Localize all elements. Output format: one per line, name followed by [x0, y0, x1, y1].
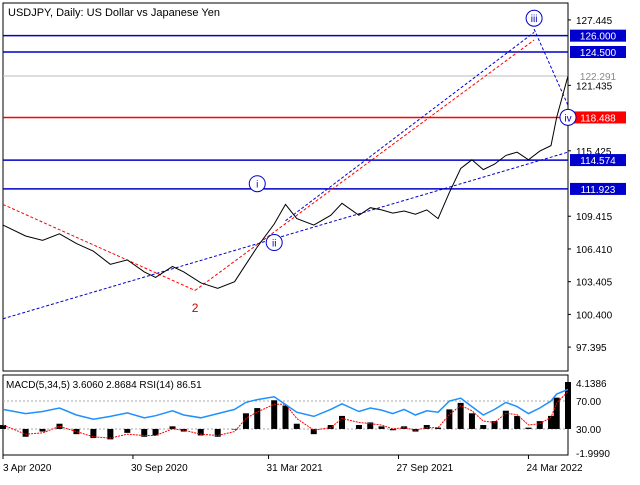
- trend-lines: [2, 28, 569, 320]
- macd-bar: [446, 409, 453, 429]
- macd-bar: [468, 413, 475, 429]
- macd-bar: [502, 410, 509, 429]
- macd-bar: [435, 427, 442, 429]
- macd-bar: [367, 422, 374, 429]
- x-axis-ticks: 3 Apr 2020 30 Sep 2020 31 Mar 2021 27 Sep 2…: [2, 455, 583, 474]
- indicator-y-tick-label: 70.00: [576, 397, 601, 408]
- y-tick-label: 127.445: [576, 16, 613, 27]
- price-level-label: 118.488: [580, 113, 616, 124]
- price-level-box: [570, 182, 626, 195]
- macd-bar: [293, 423, 300, 429]
- wave-label-text: i: [256, 180, 258, 191]
- macd-bar: [271, 400, 278, 429]
- price-levels: [3, 34, 568, 190]
- y-tick-label: 106.410: [576, 245, 613, 256]
- price-level-label: 111.923: [581, 185, 616, 196]
- x-tick-label: 24 Mar 2022: [526, 463, 583, 474]
- macd-bar: [22, 428, 29, 437]
- macd-bar: [514, 415, 521, 429]
- wave-label-circle: [248, 175, 266, 193]
- macd-bar: [242, 413, 249, 429]
- wave-label-circle: [525, 9, 543, 27]
- macd-bar: [389, 428, 396, 431]
- macd-bar: [152, 428, 159, 436]
- lower-channel-line: [2, 151, 569, 320]
- macd-bar: [423, 425, 430, 429]
- y-tick-label: 97.395: [576, 343, 607, 354]
- price-level-box: [570, 111, 626, 124]
- x-tick-label: 27 Sep 2021: [397, 463, 454, 474]
- indicator-y-tick-label: 4.1386: [576, 379, 607, 390]
- macd-bar: [107, 428, 114, 440]
- indicator-series: [0, 382, 571, 440]
- price-level-label: 126.000: [580, 32, 617, 43]
- macd-bar: [169, 426, 176, 429]
- macd-bar: [491, 421, 498, 429]
- macd-bar: [457, 402, 464, 429]
- y-tick-label: 115.425: [576, 147, 612, 158]
- price-level-box: [570, 70, 626, 83]
- price-level-label: 122.291: [580, 72, 617, 83]
- macd-bar: [73, 428, 80, 435]
- price-level-box: [570, 154, 626, 167]
- wave-label-circle: [559, 108, 577, 126]
- projection-line: [533, 28, 569, 106]
- price-level-label: 114.574: [580, 156, 616, 167]
- macd-bar: [536, 421, 543, 429]
- macd-bar: [553, 397, 560, 429]
- macd-bar: [39, 428, 46, 432]
- price-line: [2, 75, 569, 289]
- macd-bar: [339, 415, 345, 429]
- macd-bar: [310, 428, 317, 435]
- macd-bar: [214, 428, 221, 437]
- y-tick-label: 109.415: [576, 212, 613, 223]
- macd-bar: [124, 428, 131, 433]
- wave-label-text: ii: [272, 239, 276, 250]
- macd-bar: [141, 428, 148, 437]
- price-level-box: [570, 29, 626, 42]
- x-tick-label: 31 Mar 2021: [267, 463, 324, 474]
- y-axis-ticks: 127.445 121.435 115.425 109.415 106.410 103.4…: [568, 16, 613, 460]
- y-tick-label: 100.400: [576, 310, 613, 321]
- macd-bar: [480, 425, 487, 429]
- macd-bar: [231, 428, 238, 430]
- macd-bar: [355, 425, 362, 429]
- wave-label-text: iv: [564, 113, 571, 124]
- level-labels: 126.000 124.500 122.291 118.488 114.574 111.9…: [570, 29, 626, 196]
- price-series: [2, 75, 569, 289]
- red-wave-label: 2: [192, 301, 199, 315]
- macd-bar: [90, 428, 97, 439]
- x-tick-label: 3 Apr 2020: [3, 463, 52, 474]
- macd-bar: [0, 425, 6, 429]
- wave-path-red-1: [2, 203, 196, 291]
- macd-bar: [254, 408, 261, 429]
- wave-path-red-2: [194, 39, 535, 291]
- indicator-label: MACD(5,34,5) 3.6060 2.8684 RSI(14) 86.51: [6, 380, 202, 391]
- wave-label-text: iii: [531, 14, 538, 25]
- y-tick-label: 103.405: [576, 278, 613, 289]
- upper-channel-line: [285, 31, 535, 222]
- macd-bar: [282, 405, 289, 429]
- wave-label-circle: [265, 234, 283, 252]
- indicator-y-tick-label: -1.9990: [576, 449, 610, 460]
- macd-bar: [525, 427, 532, 429]
- price-level-label: 124.500: [580, 48, 617, 59]
- indicator-y-tick-label: 30.00: [576, 425, 601, 436]
- macd-bar: [378, 426, 385, 429]
- x-tick-label: 30 Sep 2020: [131, 463, 188, 474]
- y-tick-label: 121.435: [576, 81, 613, 92]
- chart-title: USDJPY, Daily: US Dollar vs Japanese Yen: [8, 7, 220, 19]
- macd-bar: [56, 423, 63, 429]
- main-panel-frame: [2, 2, 569, 372]
- macd-bar: [197, 428, 204, 436]
- macd-signal-line: [2, 391, 569, 439]
- rsi-line: [2, 388, 569, 420]
- macd-bar: [565, 382, 571, 429]
- price-level-box: [570, 45, 626, 58]
- macd-bar: [548, 415, 555, 429]
